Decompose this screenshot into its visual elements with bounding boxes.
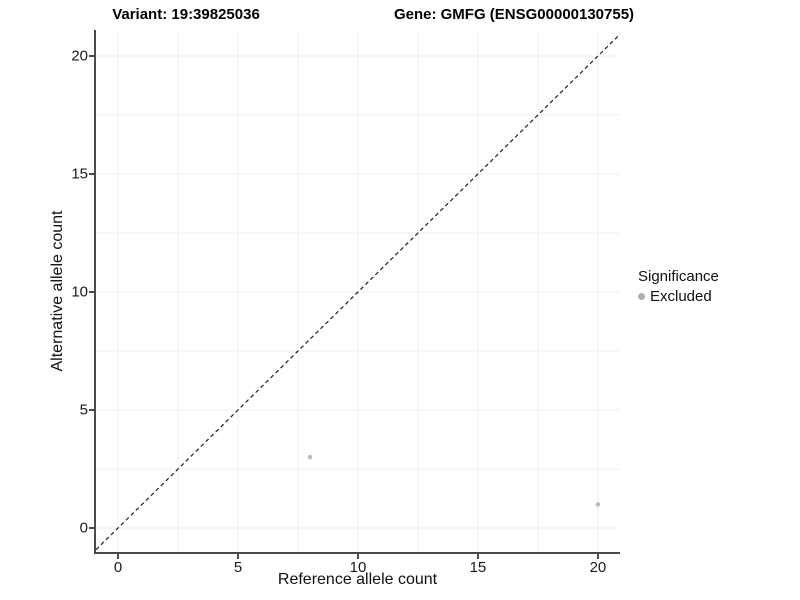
legend-item-label: Excluded	[650, 288, 712, 305]
data-point	[307, 454, 313, 460]
excluded-point-icon	[638, 293, 645, 300]
y-tick-label: 5	[79, 401, 88, 419]
data-point	[595, 502, 601, 507]
x-tick-label: 20	[589, 559, 607, 576]
y-tick-label: 0	[79, 519, 88, 537]
y-tick-label: 10	[71, 283, 88, 301]
x-tick-label: 15	[469, 559, 487, 576]
y-tick-label: 15	[71, 165, 88, 183]
x-tick-label: 0	[113, 559, 123, 576]
legend: Significance Excluded	[638, 268, 719, 305]
x-tick-label: 5	[233, 559, 243, 576]
x-axis-label: Reference allele count	[277, 571, 438, 588]
y-tick-label: 20	[71, 47, 88, 65]
plot-title-gene: Gene: GMFG (ENSG00000130755)	[393, 6, 635, 23]
plot-title-variant: Variant: 19:39825036	[112, 6, 260, 23]
x-tick-label: 10	[349, 559, 367, 576]
identity-dashed-line	[95, 33, 620, 552]
legend-item-excluded: Excluded	[638, 288, 719, 305]
legend-title: Significance	[638, 268, 719, 285]
